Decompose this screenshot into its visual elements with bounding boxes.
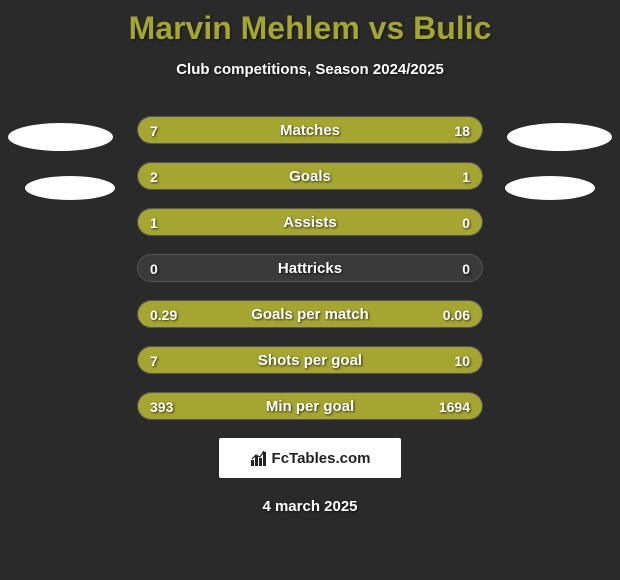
player2-club-logo xyxy=(507,123,612,151)
stat-row: 710Shots per goal xyxy=(137,346,483,374)
page-title: Marvin Mehlem vs Bulic xyxy=(0,0,620,47)
stat-value-right: 18 xyxy=(442,117,482,143)
player2-country-logo xyxy=(505,176,595,200)
brand-text: FcTables.com xyxy=(272,450,371,467)
player1-club-logo xyxy=(8,123,113,151)
stat-row: 10Assists xyxy=(137,208,483,236)
stat-value-left: 7 xyxy=(138,347,170,373)
stat-value-right: 10 xyxy=(442,347,482,373)
stat-value-left: 0.29 xyxy=(138,301,189,327)
stat-bar-left xyxy=(138,163,365,189)
brand-box[interactable]: FcTables.com xyxy=(219,438,401,478)
player1-country-logo xyxy=(25,176,115,200)
subtitle: Club competitions, Season 2024/2025 xyxy=(0,61,620,78)
stats-container: 718Matches21Goals10Assists00Hattricks0.2… xyxy=(0,116,620,420)
stat-value-right: 0 xyxy=(450,255,482,281)
stat-row: 0 0Hattricks xyxy=(137,254,483,282)
stat-value-right: 0.06 xyxy=(431,301,482,327)
stat-value-left: 1 xyxy=(138,209,170,235)
footer-date: 4 march 2025 xyxy=(0,498,620,515)
stat-value-right: 0 xyxy=(450,209,482,235)
stat-bar-left xyxy=(138,209,406,235)
stat-value-left: 7 xyxy=(138,117,170,143)
stat-row: 718Matches xyxy=(137,116,483,144)
chart-icon xyxy=(250,449,268,467)
stat-value-right: 1 xyxy=(450,163,482,189)
stat-label: Hattricks xyxy=(138,255,482,281)
stat-row: 0.290.06Goals per match xyxy=(137,300,483,328)
stat-value-left: 393 xyxy=(138,393,185,419)
stat-row: 21Goals xyxy=(137,162,483,190)
stat-value-right: 1694 xyxy=(427,393,482,419)
stat-value-left: 2 xyxy=(138,163,170,189)
stat-value-left: 0 xyxy=(138,255,170,281)
stat-row: 3931694Min per goal xyxy=(137,392,483,420)
